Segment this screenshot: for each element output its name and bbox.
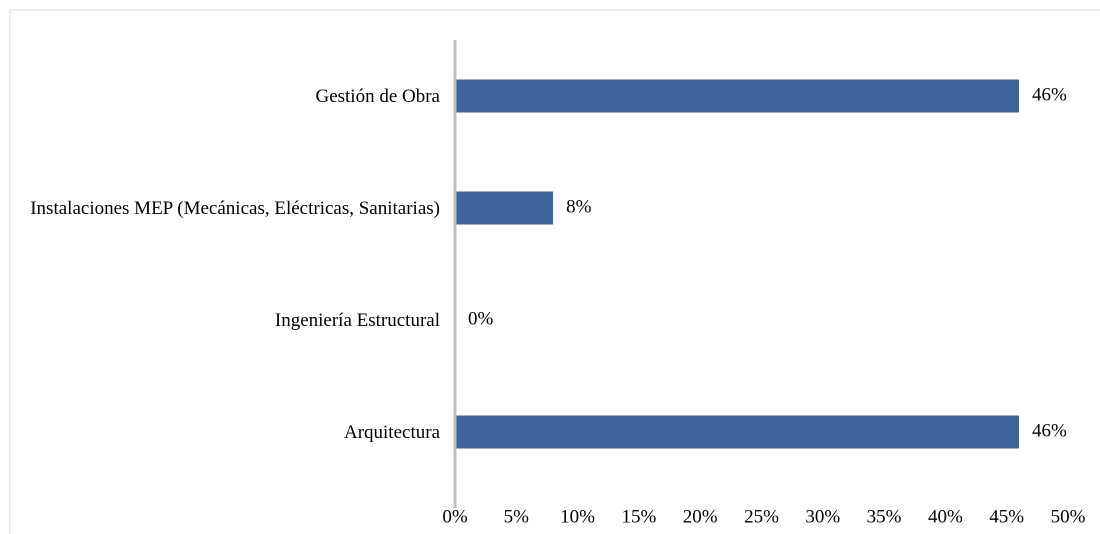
x-tick-label: 20%	[683, 506, 718, 527]
x-tick-label: 15%	[621, 506, 656, 527]
chart-border	[9, 9, 1100, 534]
y-tick-label: Gestión de Obra	[0, 66, 440, 126]
category-text: Ingeniería Estructural	[274, 309, 440, 331]
category-text: Instalaciones MEP (Mecánicas, Eléctricas…	[30, 197, 440, 219]
bar	[455, 415, 1019, 449]
x-tick-label: 45%	[989, 506, 1024, 527]
x-tick-label: 10%	[560, 506, 595, 527]
x-tick-label: 5%	[504, 506, 530, 527]
data-label: 46%	[1032, 84, 1067, 105]
x-tick-label: 30%	[805, 506, 840, 527]
y-tick-label: Instalaciones MEP (Mecánicas, Eléctricas…	[0, 178, 440, 238]
x-tick-label: 35%	[867, 506, 902, 527]
x-tick-label: 0%	[442, 506, 468, 527]
x-tick-label: 50%	[1051, 506, 1086, 527]
data-label: 46%	[1032, 420, 1067, 441]
x-tick-label: 40%	[928, 506, 963, 527]
bar	[455, 191, 554, 225]
y-tick-label: Arquitectura	[0, 402, 440, 462]
y-tick-label: Ingeniería Estructural	[0, 290, 440, 350]
category-text: Arquitectura	[343, 421, 440, 443]
bar	[455, 79, 1019, 113]
x-tick-label: 25%	[744, 506, 779, 527]
category-text: Gestión de Obra	[315, 85, 440, 107]
data-label: 8%	[566, 196, 592, 217]
data-label: 0%	[468, 308, 494, 329]
